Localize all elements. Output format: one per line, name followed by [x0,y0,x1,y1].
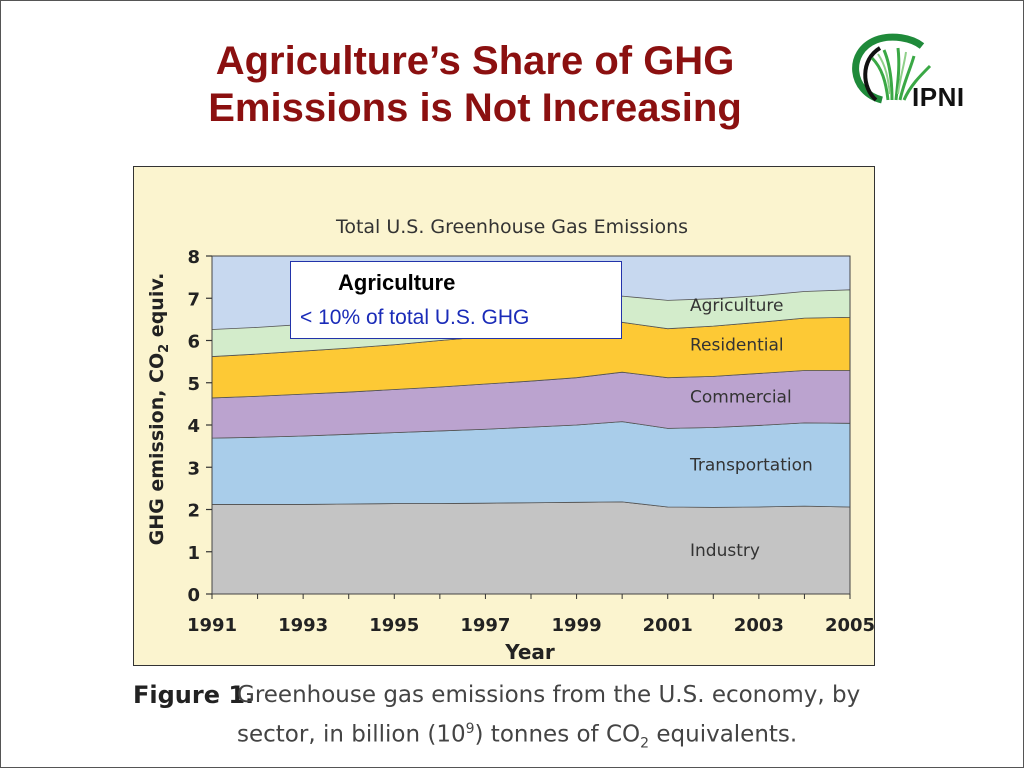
y-tick-label: 1 [187,543,200,564]
callout-title: Agriculture [338,270,456,295]
y-tick-label: 2 [187,501,200,522]
y-tick-label: 7 [187,289,200,310]
series-labels: Industry Transportation Commercial Resident… [689,296,813,561]
series-label-transportation: Transportation [689,456,813,476]
y-axis-label-end: equiv. [146,273,168,344]
caption-line2-pre: sector, in billion (10 [237,721,466,748]
x-tick-label: 1997 [460,615,510,636]
y-axis-label-main: GHG emission, CO [146,353,168,546]
x-tick-label: 2001 [643,615,693,636]
slide-title-line2: Emissions is Not Increasing [208,86,742,130]
x-axis-label: Year [504,640,555,664]
series-label-industry: Industry [690,541,760,561]
y-tick-label: 0 [187,585,200,606]
agriculture-callout [290,261,622,339]
y-axis-label: GHG emission, CO2 equiv. [146,273,172,546]
y-tick-label: 5 [187,374,200,395]
y-tick-label: 6 [187,332,200,353]
series-label-agriculture: Agriculture [690,296,784,316]
caption-line2-post: equivalents. [649,721,798,748]
caption-line2-mid: ) tonnes of CO [474,721,641,748]
axis-group: 0 1 2 3 4 5 6 7 8 1991 1993 1995 1997 1999 2001 2003 200… [187,247,875,636]
y-axis-label-sub: 2 [157,344,172,353]
caption-line2: sector, in billion (109) tonnes of CO2 e… [237,712,877,760]
logo-text: IPNI [912,82,965,112]
y-tick-label: 8 [187,247,200,268]
series-label-residential: Residential [690,335,784,355]
y-tick-label: 4 [187,416,200,437]
slide-title: Agriculture’s Share of GHG Emissions is … [130,38,820,132]
figure-label: Figure 1. [133,681,255,709]
ipni-logo-icon [852,33,932,104]
callout-text: < 10% of total U.S. GHG [300,306,530,329]
y-tick-label: 3 [187,458,200,479]
caption-sub: 2 [640,735,650,752]
x-tick-label: 1995 [369,615,419,636]
caption-line1: Greenhouse gas emissions from the U.S. e… [237,682,861,708]
series-label-commercial: Commercial [690,388,792,408]
x-tick-label: 1993 [278,615,328,636]
slide-title-line1: Agriculture’s Share of GHG [215,39,735,83]
x-tick-label: 1999 [552,615,602,636]
caption-sup: 9 [465,721,475,737]
x-tick-label: 2003 [734,615,784,636]
x-tick-label: 1991 [187,615,237,636]
x-tick-label: 2005 [825,615,875,636]
caption-text: Greenhouse gas emissions from the U.S. e… [237,678,877,760]
chart-title: Total U.S. Greenhouse Gas Emissions [335,216,688,238]
